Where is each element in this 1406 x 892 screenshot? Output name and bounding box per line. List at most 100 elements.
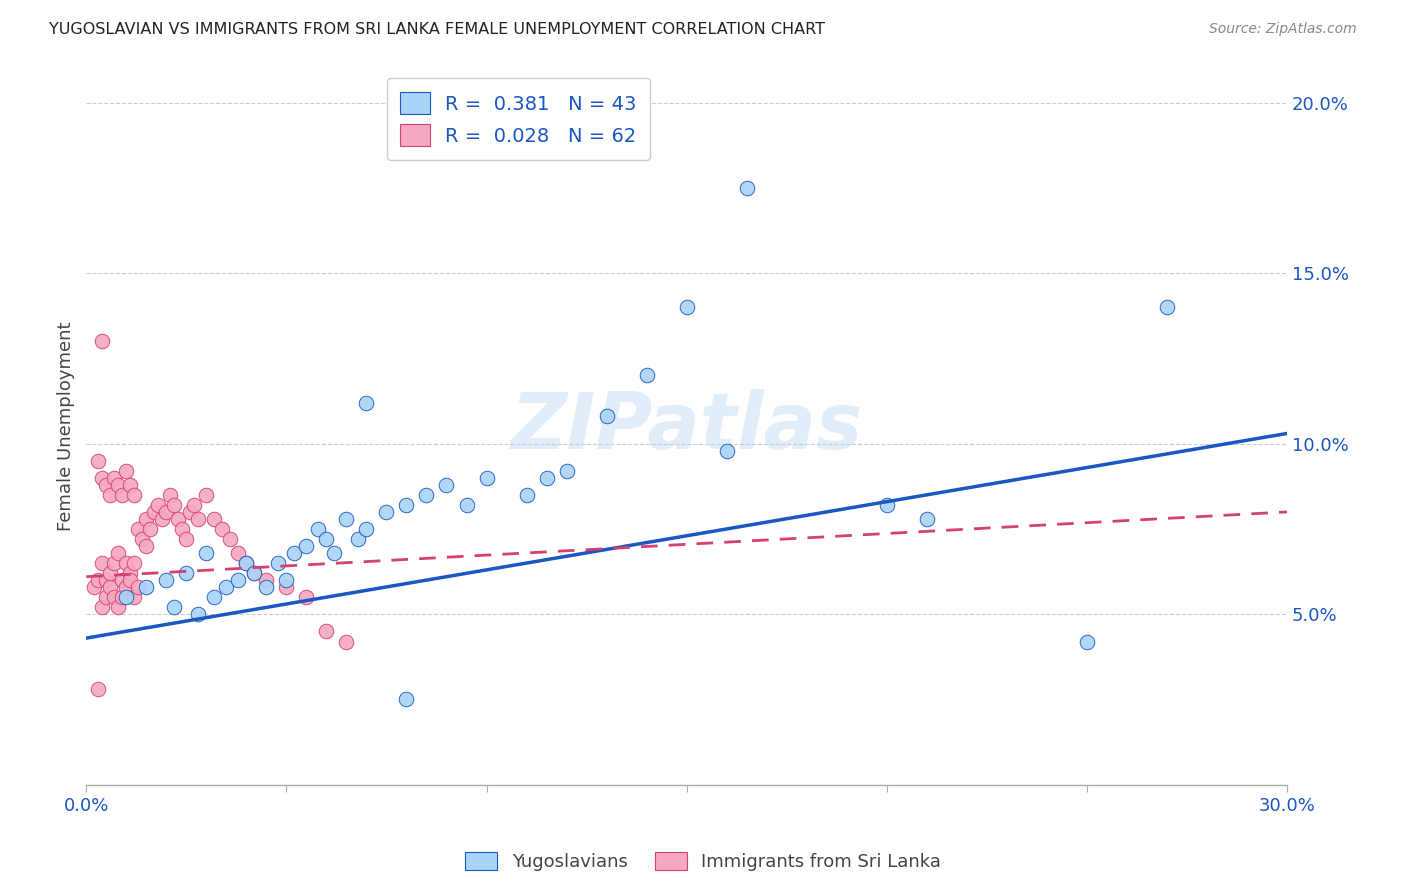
Legend: R =  0.381   N = 43, R =  0.028   N = 62: R = 0.381 N = 43, R = 0.028 N = 62: [387, 78, 650, 160]
Point: [155, 573, 177, 587]
Point: [172, 522, 194, 536]
Text: YUGOSLAVIAN VS IMMIGRANTS FROM SRI LANKA FEMALE UNEMPLOYMENT CORRELATION CHART: YUGOSLAVIAN VS IMMIGRANTS FROM SRI LANKA…: [49, 22, 825, 37]
Point: [159, 488, 181, 502]
Point: [243, 566, 266, 581]
Point: [115, 590, 138, 604]
Point: [315, 624, 337, 639]
Point: [202, 590, 225, 604]
Point: [120, 477, 142, 491]
Point: [120, 573, 142, 587]
Point: [436, 477, 458, 491]
Point: [91, 471, 114, 485]
Point: [111, 573, 134, 587]
Point: [283, 546, 305, 560]
Point: [167, 512, 190, 526]
Point: [228, 546, 250, 560]
Point: [876, 498, 898, 512]
Point: [195, 488, 218, 502]
Point: [356, 522, 378, 536]
Point: [595, 409, 617, 424]
Point: [347, 532, 370, 546]
Point: [111, 590, 134, 604]
Point: [124, 590, 146, 604]
Point: [135, 512, 157, 526]
Point: [115, 464, 138, 478]
Point: [395, 498, 418, 512]
Point: [87, 573, 110, 587]
Point: [295, 539, 318, 553]
Point: [155, 505, 177, 519]
Point: [115, 580, 138, 594]
Point: [150, 512, 173, 526]
Point: [120, 566, 142, 581]
Point: [111, 488, 134, 502]
Point: [163, 498, 186, 512]
Point: [276, 573, 298, 587]
Point: [335, 512, 357, 526]
Point: [83, 580, 105, 594]
Text: ZIPatlas: ZIPatlas: [510, 389, 863, 465]
Point: [96, 477, 118, 491]
Legend: Yugoslavians, Immigrants from Sri Lanka: Yugoslavians, Immigrants from Sri Lanka: [457, 845, 949, 879]
Point: [96, 573, 118, 587]
Point: [228, 573, 250, 587]
Point: [675, 300, 697, 314]
Point: [91, 556, 114, 570]
Text: Source: ZipAtlas.com: Source: ZipAtlas.com: [1209, 22, 1357, 37]
Point: [107, 600, 129, 615]
Point: [202, 512, 225, 526]
Point: [276, 580, 298, 594]
Point: [103, 590, 125, 604]
Point: [1076, 634, 1098, 648]
Point: [335, 634, 357, 648]
Point: [127, 522, 149, 536]
Point: [375, 505, 398, 519]
Point: [235, 556, 257, 570]
Point: [456, 498, 478, 512]
Point: [179, 505, 201, 519]
Point: [215, 580, 238, 594]
Point: [107, 546, 129, 560]
Point: [98, 488, 121, 502]
Point: [91, 334, 114, 349]
Point: [115, 556, 138, 570]
Point: [315, 532, 337, 546]
Point: [103, 471, 125, 485]
Point: [187, 607, 209, 622]
Point: [183, 498, 205, 512]
Point: [254, 573, 277, 587]
Point: [87, 454, 110, 468]
Point: [219, 532, 242, 546]
Point: [187, 512, 209, 526]
Point: [148, 498, 170, 512]
Point: [536, 471, 558, 485]
Point: [98, 580, 121, 594]
Point: [127, 580, 149, 594]
Point: [475, 471, 498, 485]
Point: [98, 566, 121, 581]
Point: [915, 512, 938, 526]
Point: [135, 539, 157, 553]
Point: [254, 580, 277, 594]
Y-axis label: Female Unemployment: Female Unemployment: [58, 322, 75, 532]
Point: [243, 566, 266, 581]
Point: [235, 556, 257, 570]
Point: [267, 556, 290, 570]
Point: [415, 488, 437, 502]
Point: [176, 566, 198, 581]
Point: [103, 556, 125, 570]
Point: [716, 443, 738, 458]
Point: [356, 396, 378, 410]
Point: [91, 600, 114, 615]
Point: [1156, 300, 1178, 314]
Point: [515, 488, 537, 502]
Point: [107, 477, 129, 491]
Point: [163, 600, 186, 615]
Point: [124, 556, 146, 570]
Point: [636, 368, 658, 383]
Point: [96, 590, 118, 604]
Point: [131, 532, 153, 546]
Point: [143, 505, 166, 519]
Point: [124, 488, 146, 502]
Point: [176, 532, 198, 546]
